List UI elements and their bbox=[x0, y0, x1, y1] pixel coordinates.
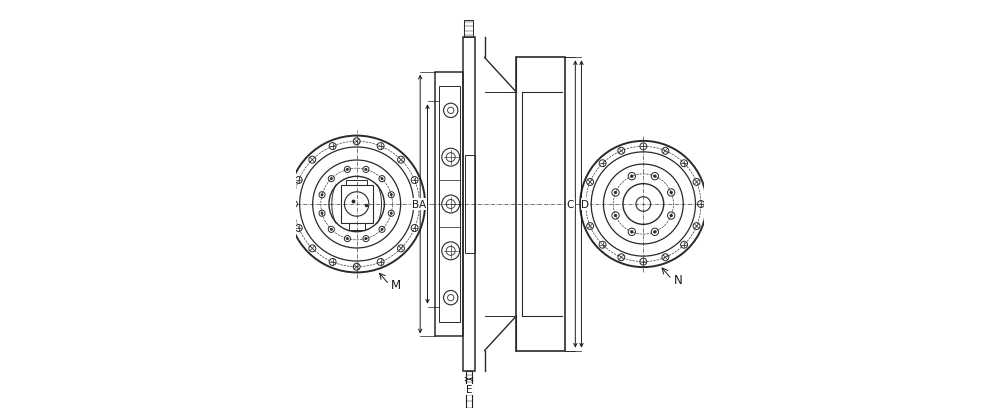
Bar bbox=[464, 21, 473, 38]
Circle shape bbox=[365, 238, 367, 240]
Circle shape bbox=[654, 175, 656, 178]
Circle shape bbox=[321, 194, 323, 196]
Text: B: B bbox=[412, 200, 419, 209]
Circle shape bbox=[390, 213, 392, 215]
Circle shape bbox=[614, 215, 617, 217]
Circle shape bbox=[614, 192, 617, 194]
Text: E: E bbox=[466, 384, 472, 394]
Bar bbox=[516, 58, 565, 351]
Bar bbox=[466, 371, 472, 409]
Circle shape bbox=[346, 169, 348, 171]
Circle shape bbox=[321, 213, 323, 215]
Bar bbox=[349, 224, 365, 230]
Circle shape bbox=[330, 229, 332, 231]
Bar bbox=[435, 72, 463, 337]
Text: C: C bbox=[567, 200, 574, 209]
Circle shape bbox=[631, 175, 633, 178]
Text: D: D bbox=[581, 200, 589, 209]
Bar bbox=[346, 180, 367, 185]
Circle shape bbox=[381, 229, 383, 231]
Text: M: M bbox=[391, 279, 401, 292]
Circle shape bbox=[381, 178, 383, 180]
Circle shape bbox=[631, 231, 633, 234]
Circle shape bbox=[670, 192, 672, 194]
Circle shape bbox=[330, 178, 332, 180]
Bar bbox=[341, 185, 373, 224]
Circle shape bbox=[390, 194, 392, 196]
Bar bbox=[463, 38, 475, 371]
Circle shape bbox=[365, 169, 367, 171]
Circle shape bbox=[654, 231, 656, 234]
Circle shape bbox=[670, 215, 672, 217]
Text: A: A bbox=[419, 200, 426, 209]
Bar bbox=[465, 156, 475, 253]
Circle shape bbox=[346, 238, 348, 240]
Text: N: N bbox=[674, 273, 683, 286]
Bar bbox=[439, 87, 460, 322]
